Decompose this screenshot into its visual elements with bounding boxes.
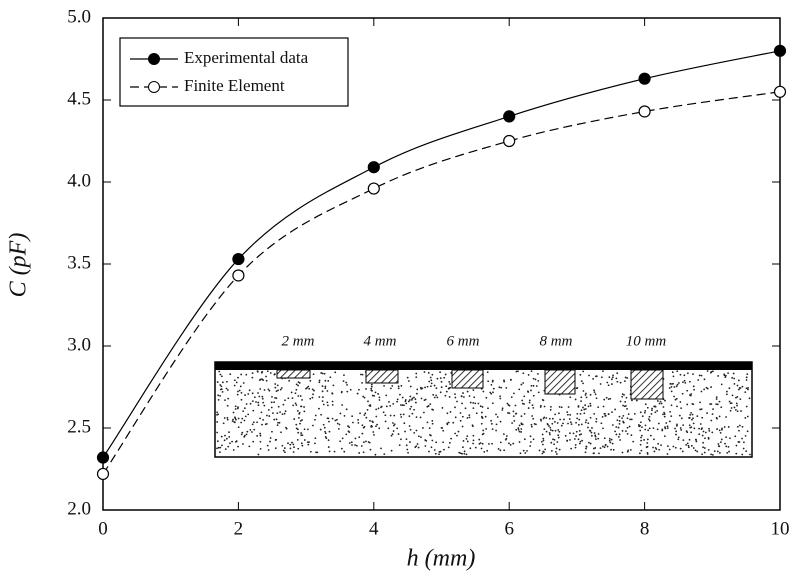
y-tick-label: 3.5 [67, 252, 91, 273]
data-point [232, 252, 245, 266]
inset-label: 2 mm [282, 333, 315, 349]
y-tick-label: 2.5 [67, 416, 91, 437]
x-axis-title: h (mm) [407, 546, 476, 572]
x-tick-label: 0 [98, 518, 108, 539]
data-point [96, 451, 110, 464]
x-tick-label: 8 [640, 518, 650, 539]
legend-label: Experimental data [184, 48, 309, 67]
y-tick-label: 2.0 [67, 498, 91, 519]
data-point [638, 72, 651, 85]
inset-label: 4 mm [364, 333, 397, 349]
data-point [638, 105, 651, 118]
y-tick-label: 4.0 [67, 170, 91, 191]
legend [119, 37, 349, 107]
inset-label: 6 mm [447, 333, 480, 349]
inset-label: 10 mm [626, 333, 667, 349]
legend-marker [148, 81, 160, 93]
y-tick-label: 4.5 [67, 88, 91, 109]
y-tick-label: 5.0 [67, 6, 91, 27]
legend-label: Finite Element [184, 76, 285, 95]
data-point [232, 269, 245, 282]
data-point [367, 161, 380, 174]
legend-marker [148, 53, 160, 65]
y-tick-label: 3.0 [67, 334, 91, 355]
x-tick-label: 6 [504, 518, 514, 539]
x-tick-label: 4 [369, 518, 379, 539]
y-axis-title: C (pF) [6, 233, 32, 298]
inset-diagram [214, 361, 753, 458]
data-point [96, 467, 110, 481]
data-point [503, 110, 516, 123]
data-point [773, 85, 787, 98]
data-point [367, 182, 380, 195]
x-tick-label: 2 [234, 518, 244, 539]
x-tick-label: 10 [771, 518, 790, 539]
data-point [503, 134, 516, 148]
inset-label: 8 mm [540, 333, 573, 349]
data-point [773, 44, 787, 57]
